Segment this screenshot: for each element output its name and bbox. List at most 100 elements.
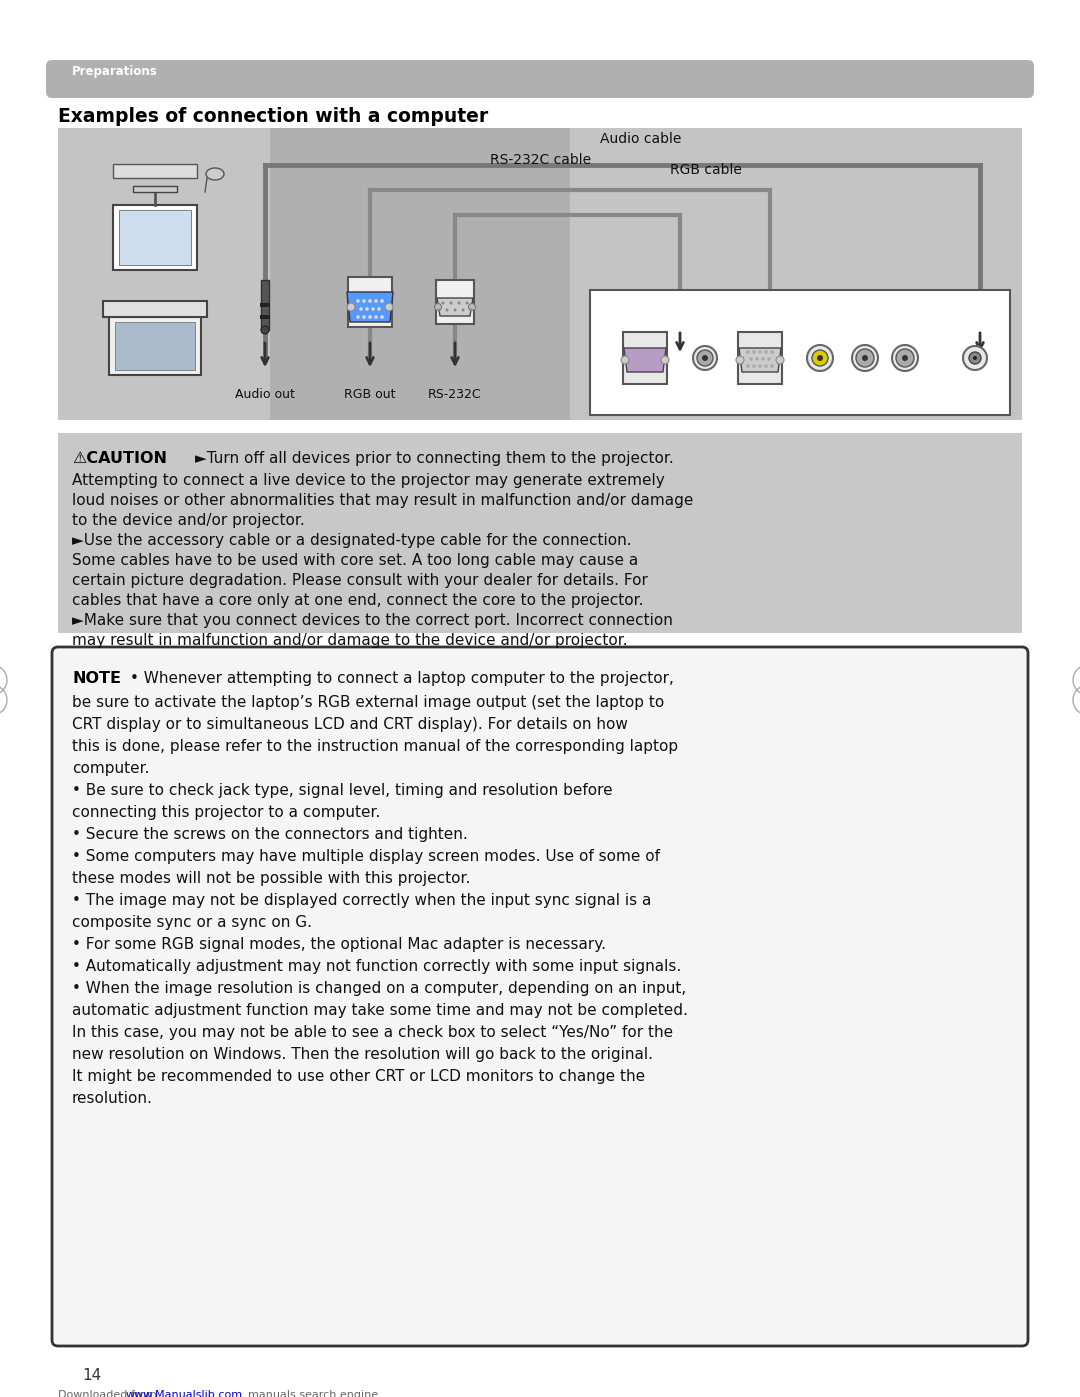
Circle shape bbox=[807, 345, 833, 372]
Text: certain picture degradation. Please consult with your dealer for details. For: certain picture degradation. Please cons… bbox=[72, 573, 648, 588]
Bar bbox=[58, 129, 570, 420]
Circle shape bbox=[458, 302, 460, 305]
FancyBboxPatch shape bbox=[590, 291, 1010, 415]
Text: resolution.: resolution. bbox=[72, 1091, 153, 1106]
Circle shape bbox=[693, 346, 717, 370]
Circle shape bbox=[755, 358, 759, 360]
Circle shape bbox=[644, 365, 647, 367]
Bar bbox=[260, 303, 270, 307]
Circle shape bbox=[360, 307, 363, 310]
Text: • When the image resolution is changed on a computer, depending on an input,: • When the image resolution is changed o… bbox=[72, 981, 686, 996]
Bar bbox=[270, 129, 570, 420]
Circle shape bbox=[372, 307, 375, 310]
Polygon shape bbox=[437, 298, 473, 316]
Circle shape bbox=[362, 316, 366, 319]
Bar bbox=[436, 279, 474, 324]
Text: Preparations: Preparations bbox=[72, 66, 158, 78]
Text: NOTE: NOTE bbox=[72, 671, 121, 686]
Circle shape bbox=[637, 351, 640, 353]
Circle shape bbox=[896, 349, 914, 367]
Circle shape bbox=[384, 303, 393, 312]
Circle shape bbox=[640, 358, 644, 360]
Text: 14: 14 bbox=[82, 1368, 102, 1383]
Text: ⚠CAUTION: ⚠CAUTION bbox=[72, 451, 167, 467]
Text: be sure to activate the laptop’s RGB external image output (set the laptop to: be sure to activate the laptop’s RGB ext… bbox=[72, 694, 664, 710]
Text: cables that have a core only at one end, connect the core to the projector.: cables that have a core only at one end,… bbox=[72, 592, 644, 608]
Circle shape bbox=[770, 365, 773, 367]
Circle shape bbox=[470, 309, 473, 312]
Circle shape bbox=[777, 356, 784, 365]
Text: • Automatically adjustment may not function correctly with some input signals.: • Automatically adjustment may not funct… bbox=[72, 958, 681, 974]
Circle shape bbox=[892, 345, 918, 372]
Circle shape bbox=[461, 309, 464, 312]
Text: loud noises or other abnormalities that may result in malfunction and/or damage: loud noises or other abnormalities that … bbox=[72, 493, 693, 509]
Circle shape bbox=[434, 303, 442, 310]
Circle shape bbox=[752, 365, 756, 367]
Text: RGB out: RGB out bbox=[345, 388, 395, 401]
Text: RGB cable: RGB cable bbox=[670, 163, 742, 177]
Text: • Some computers may have multiple display screen modes. Use of some of: • Some computers may have multiple displ… bbox=[72, 849, 660, 863]
Circle shape bbox=[374, 299, 378, 303]
Circle shape bbox=[856, 349, 874, 367]
Bar bbox=[738, 332, 782, 384]
Text: www.Manualslib.com: www.Manualslib.com bbox=[126, 1390, 243, 1397]
Circle shape bbox=[449, 302, 453, 305]
FancyBboxPatch shape bbox=[46, 60, 1034, 98]
Text: manuals search engine: manuals search engine bbox=[241, 1390, 378, 1397]
Polygon shape bbox=[347, 292, 393, 321]
Bar bbox=[114, 321, 195, 370]
Text: • For some RGB signal modes, the optional Mac adapter is necessary.: • For some RGB signal modes, the optiona… bbox=[72, 937, 606, 951]
Ellipse shape bbox=[206, 168, 224, 180]
Bar bbox=[113, 205, 197, 270]
Bar bbox=[109, 317, 201, 374]
Bar bbox=[133, 186, 177, 191]
Bar bbox=[103, 300, 207, 317]
Circle shape bbox=[621, 356, 629, 365]
Circle shape bbox=[661, 356, 669, 365]
Circle shape bbox=[902, 355, 908, 360]
Text: composite sync or a sync on G.: composite sync or a sync on G. bbox=[72, 915, 312, 930]
Circle shape bbox=[652, 358, 656, 360]
Circle shape bbox=[347, 303, 355, 312]
Circle shape bbox=[816, 355, 823, 360]
Circle shape bbox=[702, 355, 708, 360]
Text: • Be sure to check jack type, signal level, timing and resolution before: • Be sure to check jack type, signal lev… bbox=[72, 782, 612, 798]
Circle shape bbox=[634, 358, 638, 360]
Circle shape bbox=[380, 316, 383, 319]
Text: Attempting to connect a live device to the projector may generate extremely: Attempting to connect a live device to t… bbox=[72, 474, 665, 488]
Circle shape bbox=[735, 356, 744, 365]
Bar bbox=[623, 332, 667, 384]
Text: this is done, please refer to the instruction manual of the corresponding laptop: this is done, please refer to the instru… bbox=[72, 739, 678, 754]
Circle shape bbox=[637, 365, 640, 367]
Circle shape bbox=[454, 309, 457, 312]
Circle shape bbox=[656, 351, 659, 353]
Text: Some cables have to be used with core set. A too long cable may cause a: Some cables have to be used with core se… bbox=[72, 553, 638, 569]
Circle shape bbox=[362, 299, 366, 303]
Circle shape bbox=[646, 358, 650, 360]
Bar bbox=[119, 210, 191, 265]
Circle shape bbox=[765, 365, 768, 367]
Text: Examples of connection with a computer: Examples of connection with a computer bbox=[58, 108, 488, 126]
Circle shape bbox=[758, 365, 761, 367]
Circle shape bbox=[770, 351, 773, 353]
Text: RS-232C: RS-232C bbox=[428, 388, 482, 401]
Text: automatic adjustment function may take some time and may not be completed.: automatic adjustment function may take s… bbox=[72, 1003, 688, 1018]
Polygon shape bbox=[739, 348, 781, 372]
Text: ►Make sure that you connect devices to the correct port. Incorrect connection: ►Make sure that you connect devices to t… bbox=[72, 613, 673, 629]
Circle shape bbox=[969, 352, 981, 365]
Circle shape bbox=[649, 351, 652, 353]
Circle shape bbox=[812, 351, 828, 366]
Circle shape bbox=[446, 309, 448, 312]
Circle shape bbox=[377, 307, 381, 310]
Circle shape bbox=[631, 365, 635, 367]
Circle shape bbox=[380, 299, 383, 303]
Text: computer.: computer. bbox=[72, 761, 149, 775]
Text: Audio cable: Audio cable bbox=[600, 131, 681, 147]
Circle shape bbox=[261, 326, 269, 334]
Text: Audio out: Audio out bbox=[235, 388, 295, 401]
Text: It might be recommended to use other CRT or LCD monitors to change the: It might be recommended to use other CRT… bbox=[72, 1069, 645, 1084]
Text: ►Turn off all devices prior to connecting them to the projector.: ►Turn off all devices prior to connectin… bbox=[195, 451, 674, 467]
Text: RS-232C cable: RS-232C cable bbox=[490, 154, 591, 168]
Circle shape bbox=[356, 316, 360, 319]
Circle shape bbox=[437, 309, 441, 312]
